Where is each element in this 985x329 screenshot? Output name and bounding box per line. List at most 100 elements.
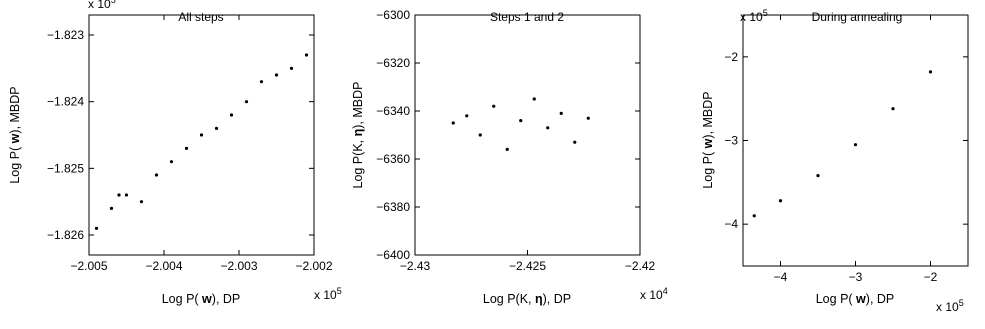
plot-steps-1-and-2-y-tick-label: −6320 xyxy=(376,56,410,70)
plot-steps-1-and-2-points xyxy=(451,97,590,151)
plot-during-annealing-x-tick-label: −3 xyxy=(849,270,863,284)
plot-steps-1-and-2-x-tick-label: −2.43 xyxy=(400,259,431,273)
plot-all-steps-point xyxy=(289,66,294,70)
plot-steps-1-and-2-point xyxy=(573,140,577,144)
plot-all-steps-title: All steps xyxy=(178,10,223,24)
plot-all-steps-x-tick-label: −2.003 xyxy=(220,259,257,273)
plot-steps-1-and-2-point xyxy=(505,147,509,151)
plot-during-annealing-y-tick-label: −3 xyxy=(724,134,738,148)
plot-during-annealing-y-tick-label: −2 xyxy=(724,50,738,64)
plot-all-steps-x-label-pre: Log P( xyxy=(162,292,202,306)
plot-all-steps-x-label-bold: w xyxy=(201,292,212,306)
plot-during-annealing-y-ticks: −4 −3 −2 xyxy=(724,50,968,231)
plot-during-annealing-point xyxy=(853,143,858,147)
plot-during-annealing-y-label-pre: Log P( xyxy=(701,148,715,188)
plot-all-steps-point xyxy=(117,193,121,197)
plot-all-steps-point xyxy=(214,126,219,130)
plot-all-steps-y-tick-label: −1.824 xyxy=(47,95,84,109)
plot-all-steps: −2.005 −2.004 −2.003 −2.002 −1.826−1.825−1.… xyxy=(8,0,342,306)
plot-steps-1-and-2-point xyxy=(465,114,469,118)
plot-all-steps-y-mult-base: x 10 xyxy=(88,0,111,11)
plot-steps-1-and-2-point xyxy=(586,116,590,120)
plot-steps-1-and-2-y-tick-label: −6360 xyxy=(376,152,410,166)
plot-steps-1-and-2-point xyxy=(519,119,523,123)
plot-steps-1-and-2-x-label: Log P(K, η), DP xyxy=(483,292,571,306)
plot-during-annealing-point xyxy=(816,174,820,178)
plot-steps-1-and-2-x-tick-label: −2.42 xyxy=(625,259,656,273)
plot-all-steps-y-tick-label: −1.823 xyxy=(47,28,84,42)
plot-during-annealing-y-label-post: ), MBDP xyxy=(701,91,715,138)
plot-all-steps-x-label: Log P( w), DP xyxy=(162,292,241,306)
plot-steps-1-and-2-x-multiplier: x 104 xyxy=(640,286,668,302)
plot-all-steps-point xyxy=(124,193,129,197)
plot-during-annealing-y-tick-label: −4 xyxy=(724,217,738,231)
plot-all-steps-x-tick-label: −2.005 xyxy=(70,259,107,273)
plot-all-steps-y-label-post: ), MBDP xyxy=(8,86,22,133)
plot-during-annealing-y-label-bold: w xyxy=(701,138,715,149)
plot-all-steps-y-label-pre: Log P( xyxy=(8,143,22,183)
plot-all-steps-y-label: Log P( w), MBDP xyxy=(8,86,22,183)
plot-steps-1-and-2-y-label: Log P(K, η), MBDP xyxy=(351,82,365,189)
plot-steps-1-and-2-y-tick-label: −6340 xyxy=(376,104,410,118)
plot-all-steps-y-mult-exp: 5 xyxy=(111,0,116,5)
plot-during-annealing-x-tick-label: −2 xyxy=(924,270,938,284)
plot-during-annealing-points xyxy=(752,70,933,218)
plot-steps-1-and-2-x-label-pre: Log P(K, xyxy=(483,292,535,306)
plot-all-steps-x-ticks: −2.005 −2.004 −2.003 −2.002 xyxy=(70,15,333,273)
plot-during-annealing-x-ticks: −4 −3 −2 xyxy=(774,15,938,284)
plot-during-annealing-x-label-bold: w xyxy=(855,292,866,306)
plot-all-steps-point xyxy=(109,206,114,210)
plot-during-annealing-x-label-post: ), DP xyxy=(866,292,894,306)
plot-all-steps-axes-frame xyxy=(88,14,315,256)
plot-steps-1-and-2-point xyxy=(546,126,550,130)
plot-all-steps-point xyxy=(169,160,174,164)
plot-all-steps-point xyxy=(94,226,99,230)
plot-steps-1-and-2-y-tick-label: −6300 xyxy=(376,8,410,22)
plot-during-annealing-point xyxy=(778,199,783,203)
plot-steps-1-and-2-y-tick-label: −6400 xyxy=(376,248,410,262)
plot-all-steps-y-tick-label: −1.826 xyxy=(47,228,84,242)
plot-all-steps-point xyxy=(199,133,204,137)
plot-steps-1-and-2-point xyxy=(532,97,536,101)
plot-steps-1-and-2-y-label-bold: η xyxy=(351,129,365,137)
plot-all-steps-points xyxy=(94,53,309,230)
plot-during-annealing-point xyxy=(928,70,933,74)
plot-steps-1-and-2-point xyxy=(451,121,455,125)
plot-all-steps-point xyxy=(229,113,234,117)
plot-during-annealing-x-label-pre: Log P( xyxy=(816,292,856,306)
plot-during-annealing-x-label: Log P( w), DP xyxy=(816,292,895,306)
plot-all-steps-x-mult-exp: 5 xyxy=(337,286,342,296)
plot-all-steps-y-ticks: −1.826 −1.825 −1.824 −1.823 xyxy=(47,28,314,242)
plot-all-steps-point xyxy=(259,80,264,84)
plot-during-annealing-y-mult-exp: 5 xyxy=(763,8,768,18)
plot-steps-1-and-2-axes-frame xyxy=(414,14,641,256)
plot-during-annealing-axes-frame xyxy=(742,14,969,267)
plot-all-steps-x-multiplier: x 105 xyxy=(314,286,342,302)
plot-steps-1-and-2-point xyxy=(478,133,482,137)
plot-all-steps-y-multiplier: x 105 xyxy=(88,0,116,11)
plot-all-steps-point xyxy=(304,53,309,57)
plot-during-annealing-point xyxy=(891,107,895,111)
plot-steps-1-and-2-x-ticks: −2.43 −2.425 −2.42 xyxy=(400,15,656,273)
plot-during-annealing-title: During annealing xyxy=(812,10,903,24)
plot-steps-1-and-2-title: Steps 1 and 2 xyxy=(490,10,564,24)
plot-during-annealing-point xyxy=(752,214,756,218)
plot-all-steps-point xyxy=(244,100,249,104)
plot-during-annealing-x-tick-label: −4 xyxy=(774,270,788,284)
plot-during-annealing-x-mult-exp: 5 xyxy=(959,298,964,308)
plot-during-annealing-x-mult-base: x 10 xyxy=(936,300,959,314)
plot-all-steps-point xyxy=(139,200,144,204)
plot-all-steps-y-label-bold: w xyxy=(8,133,22,144)
plot-during-annealing-y-mult-base: x 10 xyxy=(740,10,763,24)
plot-all-steps-point xyxy=(274,73,279,77)
plot-steps-1-and-2-y-tick-label: −6380 xyxy=(376,200,410,214)
plot-steps-1-and-2-point xyxy=(492,104,496,108)
plot-steps-1-and-2-y-label-pre: Log P(K, xyxy=(351,136,365,188)
plot-during-annealing: −4 −3 −2 −4−3−2 During annealing x 105 x 1… xyxy=(701,8,969,314)
plot-all-steps-y-tick-label: −1.825 xyxy=(47,161,84,175)
plot-steps-1-and-2-x-mult-exp: 4 xyxy=(663,286,668,296)
plot-steps-1-and-2: −2.43 −2.425 −2.42 −6400 −6380 −6360 −6340 −63… xyxy=(351,8,668,306)
plot-steps-1-and-2-x-label-post: ), DP xyxy=(543,292,571,306)
plot-during-annealing-x-multiplier: x 105 xyxy=(936,298,964,314)
